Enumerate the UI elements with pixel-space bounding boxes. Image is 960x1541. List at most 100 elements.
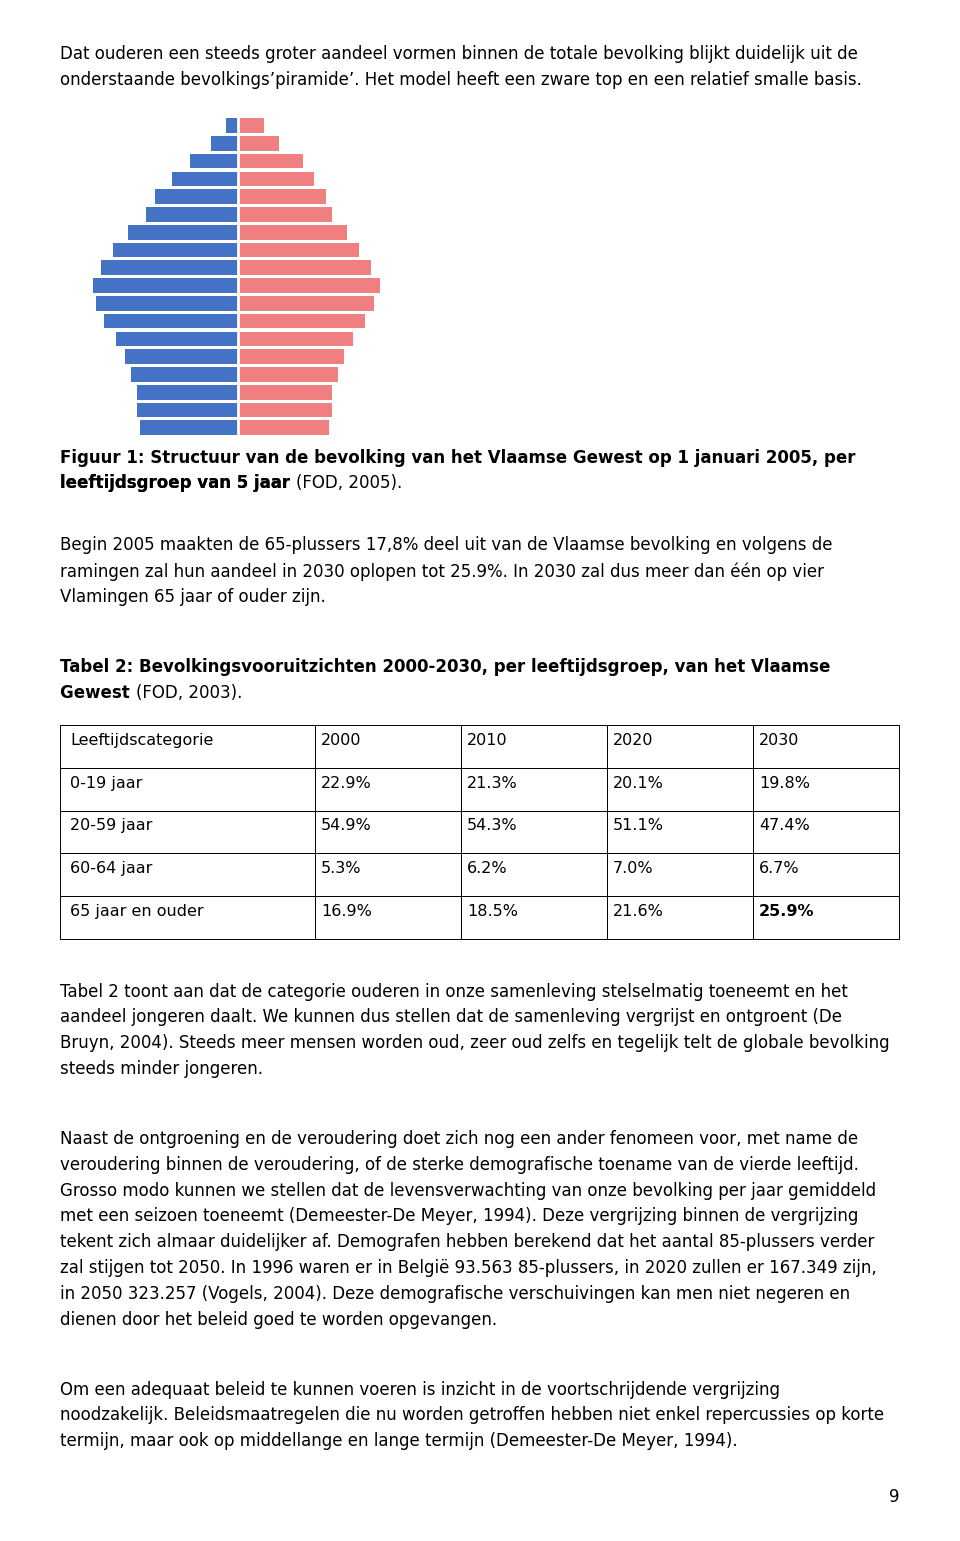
Bar (607, 767, 753, 811)
Text: Naast de ontgroening en de veroudering doet zich nog een ander fenomeen voor, me: Naast de ontgroening en de veroudering d… (60, 1130, 858, 1148)
Text: Dat ouderen een steeds groter aandeel vormen binnen de totale bevolking blijkt d: Dat ouderen een steeds groter aandeel vo… (60, 45, 858, 63)
Bar (237, 154, 302, 168)
Bar (92, 279, 237, 293)
Bar (237, 367, 338, 382)
Bar (607, 726, 753, 767)
Text: 21.6%: 21.6% (612, 903, 663, 918)
Text: Bruyn, 2004). Steeds meer mensen worden oud, zeer oud zelfs en tegelijk telt de : Bruyn, 2004). Steeds meer mensen worden … (60, 1034, 890, 1053)
Bar (237, 421, 329, 435)
Bar (237, 279, 379, 293)
Text: 7.0%: 7.0% (612, 861, 654, 875)
Text: Vlamingen 65 jaar of ouder zijn.: Vlamingen 65 jaar of ouder zijn. (60, 589, 325, 606)
Text: zal stijgen tot 2050. In 1996 waren er in België 93.563 85-plussers, in 2020 zul: zal stijgen tot 2050. In 1996 waren er i… (60, 1259, 876, 1277)
Text: (FOD, 2005).: (FOD, 2005). (296, 475, 402, 493)
Text: 20.1%: 20.1% (612, 775, 663, 791)
Text: ramingen zal hun aandeel in 2030 oplopen tot 25.9%. In 2030 zal dus meer dan één: ramingen zal hun aandeel in 2030 oplopen… (60, 562, 824, 581)
Text: Begin 2005 maakten de 65-plussers 17,8% deel uit van de Vlaamse bevolking en vol: Begin 2005 maakten de 65-plussers 17,8% … (60, 536, 832, 555)
Bar (237, 243, 359, 257)
Bar (237, 119, 264, 133)
Text: 54.3%: 54.3% (467, 818, 517, 834)
Bar (237, 136, 279, 151)
Bar (237, 331, 353, 347)
Text: 6.7%: 6.7% (758, 861, 800, 875)
Text: Figuur 1: Structuur van de bevolking van het Vlaamse Gewest op 1 januari 2005, p: Figuur 1: Structuur van de bevolking van… (60, 448, 855, 467)
Bar (131, 367, 237, 382)
Text: 22.9%: 22.9% (321, 775, 372, 791)
Text: noodzakelijk. Beleidsmaatregelen die nu worden getroffen hebben niet enkel reper: noodzakelijk. Beleidsmaatregelen die nu … (60, 1407, 884, 1424)
Text: Gewest: Gewest (60, 684, 135, 701)
Bar (753, 767, 899, 811)
Text: 20-59 jaar: 20-59 jaar (70, 818, 153, 834)
Bar (190, 154, 237, 168)
Bar (60, 811, 315, 854)
Bar (607, 895, 753, 938)
Bar (237, 206, 332, 222)
Bar (315, 726, 461, 767)
Bar (116, 331, 237, 347)
Text: leeftijdsgroep van 5 jaar: leeftijdsgroep van 5 jaar (60, 475, 296, 493)
Bar (226, 119, 237, 133)
Bar (237, 171, 315, 186)
Text: 47.4%: 47.4% (758, 818, 809, 834)
Bar (105, 314, 237, 328)
Bar (753, 811, 899, 854)
Bar (461, 767, 607, 811)
Bar (461, 811, 607, 854)
Text: onderstaande bevolkings’piramide’. Het model heeft een zware top en een relatief: onderstaande bevolkings’piramide’. Het m… (60, 71, 862, 89)
Bar (155, 190, 237, 203)
Bar (461, 726, 607, 767)
Bar (237, 190, 326, 203)
Bar (461, 854, 607, 895)
Text: 0-19 jaar: 0-19 jaar (70, 775, 143, 791)
Text: leeftijdsgroep van 5 jaar: leeftijdsgroep van 5 jaar (60, 475, 296, 493)
Text: Leeftijdscategorie: Leeftijdscategorie (70, 734, 213, 749)
Text: 2030: 2030 (758, 734, 800, 749)
Bar (113, 243, 237, 257)
Text: Grosso modo kunnen we stellen dat de levensverwachting van onze bevolking per ja: Grosso modo kunnen we stellen dat de lev… (60, 1182, 876, 1199)
Bar (607, 811, 753, 854)
Text: 9: 9 (890, 1489, 900, 1506)
Bar (146, 206, 237, 222)
Bar (753, 726, 899, 767)
Text: 54.9%: 54.9% (321, 818, 372, 834)
Bar (237, 296, 373, 311)
Bar (315, 767, 461, 811)
Bar (461, 895, 607, 938)
Bar (237, 350, 344, 364)
Text: 25.9%: 25.9% (758, 903, 814, 918)
Bar (173, 171, 237, 186)
Text: (FOD, 2003).: (FOD, 2003). (135, 684, 242, 701)
Bar (137, 402, 237, 418)
Text: steeds minder jongeren.: steeds minder jongeren. (60, 1060, 263, 1079)
Text: Tabel 2 toont aan dat de categorie ouderen in onze samenleving stelselmatig toen: Tabel 2 toont aan dat de categorie ouder… (60, 983, 848, 1000)
Text: 2020: 2020 (612, 734, 654, 749)
Text: in 2050 323.257 (Vogels, 2004). Deze demografische verschuivingen kan men niet n: in 2050 323.257 (Vogels, 2004). Deze dem… (60, 1285, 851, 1304)
Text: 21.3%: 21.3% (467, 775, 517, 791)
Bar (315, 854, 461, 895)
Bar (140, 421, 237, 435)
Bar (60, 726, 315, 767)
Text: 2010: 2010 (467, 734, 508, 749)
Text: tekent zich almaar duidelijker af. Demografen hebben berekend dat het aantal 85-: tekent zich almaar duidelijker af. Demog… (60, 1233, 875, 1251)
Bar (60, 767, 315, 811)
Bar (237, 402, 332, 418)
Text: Tabel 2: Bevolkingsvooruitzichten 2000-2030, per leeftijdsgroep, van het Vlaamse: Tabel 2: Bevolkingsvooruitzichten 2000-2… (60, 658, 830, 676)
Text: dienen door het beleid goed te worden opgevangen.: dienen door het beleid goed te worden op… (60, 1311, 497, 1328)
Bar (60, 895, 315, 938)
Bar (125, 350, 237, 364)
Bar (102, 260, 237, 274)
Text: 65 jaar en ouder: 65 jaar en ouder (70, 903, 204, 918)
Bar (315, 811, 461, 854)
Text: 60-64 jaar: 60-64 jaar (70, 861, 153, 875)
Text: 2000: 2000 (321, 734, 361, 749)
Text: 6.2%: 6.2% (467, 861, 508, 875)
Bar (237, 385, 332, 399)
Bar (60, 854, 315, 895)
Text: 16.9%: 16.9% (321, 903, 372, 918)
Bar (95, 296, 237, 311)
Text: 5.3%: 5.3% (321, 861, 361, 875)
Text: termijn, maar ook op middellange en lange termijn (Demeester-De Meyer, 1994).: termijn, maar ook op middellange en lang… (60, 1432, 737, 1450)
Text: veroudering binnen de veroudering, of de sterke demografische toename van de vie: veroudering binnen de veroudering, of de… (60, 1156, 859, 1174)
Bar (753, 895, 899, 938)
Text: Om een adequaat beleid te kunnen voeren is inzicht in de voortschrijdende vergri: Om een adequaat beleid te kunnen voeren … (60, 1381, 780, 1399)
